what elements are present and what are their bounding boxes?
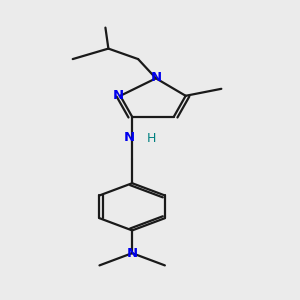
Text: N: N [124,131,135,144]
Text: H: H [147,132,156,145]
Text: N: N [113,89,124,102]
Text: N: N [151,71,162,84]
Text: N: N [127,247,138,260]
